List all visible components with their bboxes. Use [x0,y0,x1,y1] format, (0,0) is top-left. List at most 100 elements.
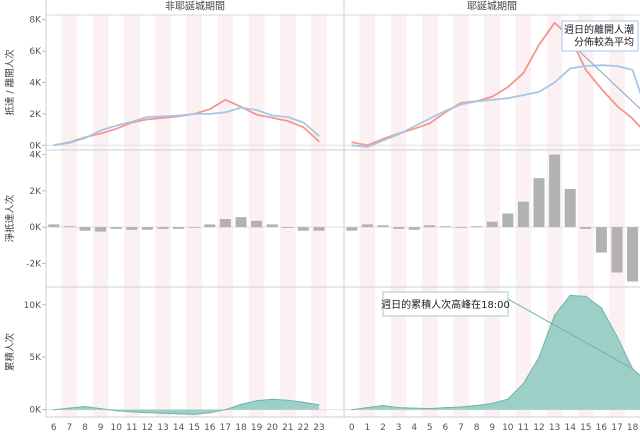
x-tick-label: 15 [580,423,591,433]
area-point [287,399,289,401]
x-tick-label: 6 [51,423,57,433]
column-stripe [359,15,376,417]
x-tick-label: 15 [188,423,199,433]
series-point [522,94,525,96]
column-stripe [61,15,78,417]
series-point [162,117,164,119]
bar [564,189,576,228]
series-point [209,108,211,110]
y-tick-label: 0K [29,141,42,151]
area-point [413,407,415,409]
area-point [53,409,55,411]
y-tick-label: 8K [29,16,42,26]
bar [393,227,405,229]
area-line [53,398,320,415]
area-point [240,403,242,405]
series-point [302,121,304,124]
column-stripe [609,15,625,417]
area-point [460,406,462,408]
bar [95,227,107,232]
area-point [491,402,493,404]
series-point [616,65,618,67]
series-point [476,100,478,102]
x-tick-label: 6 [443,423,449,433]
area-point [68,407,70,409]
y-tick-label: 4K [29,151,42,161]
series-point [318,135,320,137]
area-point [382,404,384,407]
series-point [256,114,258,116]
x-tick-label: 9 [98,423,104,433]
area-point [193,413,195,415]
annotation-box [561,20,639,52]
series-line-2 [351,64,640,148]
series-point [398,133,400,135]
bar [471,226,483,228]
bar [157,227,169,229]
series-point [287,116,289,118]
bar [188,227,200,228]
column-stripe [280,15,296,417]
series-point [554,81,556,84]
area-line [351,294,640,411]
series-point [351,144,353,146]
series-point [460,102,462,104]
series-point [68,142,70,144]
column-stripe [422,15,438,417]
area-point [84,405,86,408]
bar [282,227,294,228]
series-point [224,111,226,113]
y-axis-title: 淨抵達人次 [4,194,16,242]
series-point [271,114,273,117]
series-point [632,69,634,71]
x-tick-label: 13 [157,423,168,433]
bar [110,227,122,229]
x-tick-label: 10 [502,423,514,433]
annotation-pointer [578,50,640,110]
x-tick-label: 21 [282,423,293,433]
column-stripe [248,15,265,417]
bar [502,213,514,228]
y-tick-label: 4K [29,79,42,89]
series-point [507,97,509,99]
column-header-1: 非耶誕城期間 [165,1,225,13]
series-point [302,126,304,128]
x-tick-label: 8 [82,423,88,433]
x-tick-label: 12 [142,423,153,433]
column-stripe [124,15,140,417]
area-point [146,412,148,414]
bar [219,219,231,228]
bar [486,221,498,228]
series-point [287,120,289,122]
bar [235,217,247,228]
x-tick-label: 18 [627,423,639,433]
series-point [53,144,55,146]
area-point [507,398,509,400]
x-tick-label: 3 [396,423,402,433]
y-axis-title: 抵達 / 離開人次 [4,49,16,116]
area-point [429,408,431,410]
column-stripe [92,15,109,417]
series-point [115,125,117,127]
x-tick-label: 0 [349,423,355,433]
bar [126,227,138,230]
bar [251,220,263,228]
bar [63,226,75,228]
series-point [632,118,634,120]
area-point [131,411,133,413]
x-tick-label: 7 [458,423,464,433]
bar [79,227,91,231]
column-stripe [453,15,469,417]
series-point [351,141,353,143]
series-point [554,22,556,24]
series-point [209,113,211,115]
x-tick-label: 4 [411,423,417,433]
y-tick-label: 10K [24,301,42,311]
y-axis-title: 累積人次 [4,333,16,372]
series-point [600,88,603,90]
bar [627,227,639,282]
bar [297,227,309,231]
x-tick-label: 8 [474,423,480,433]
bar [204,224,216,228]
